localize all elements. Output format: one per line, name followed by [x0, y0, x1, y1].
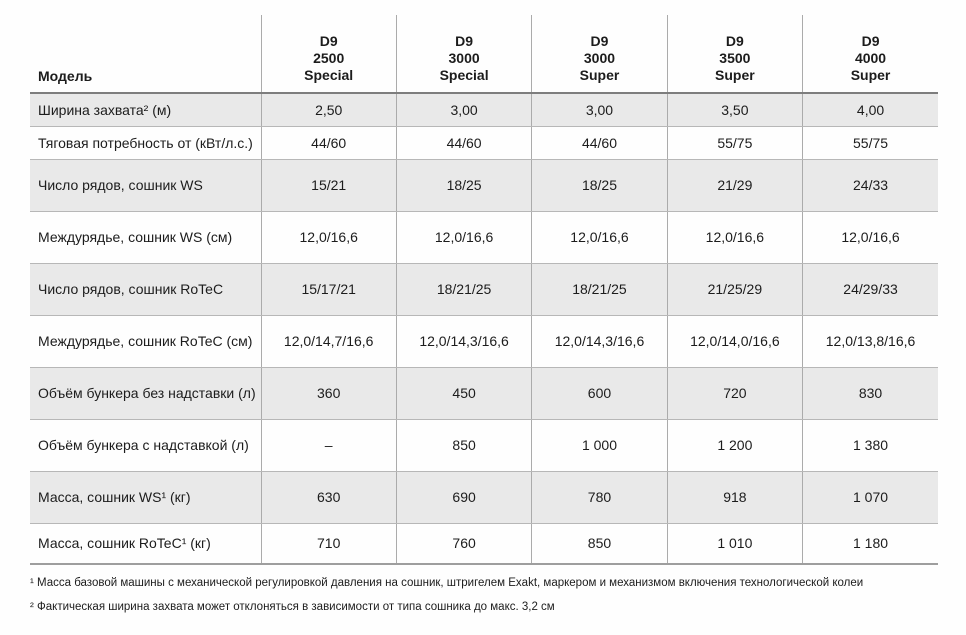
cell-value: 4,00 [802, 93, 938, 127]
table-body: Ширина захвата² (м) 2,50 3,00 3,00 3,50 4,00… [30, 93, 938, 565]
table-row: Объём бункера без надставки (л) 360 450 60… [30, 367, 938, 420]
spec-table: Модель D9 2500 Special D9 3000 Special D9 … [30, 15, 938, 565]
cell-value: 15/17/21 [260, 263, 397, 316]
column-header-model: D9 4000 Super [802, 15, 938, 94]
column-header-model: D9 3500 Super [666, 15, 803, 94]
table-row: Число рядов, сошник RoTeC 15/17/21 18/21/… [30, 263, 938, 316]
column-header-model: D9 3000 Special [395, 15, 532, 94]
cell-value: 1 200 [666, 419, 803, 472]
cell-value: 18/25 [531, 159, 668, 212]
cell-value: 850 [531, 523, 668, 565]
cell-value: 710 [260, 523, 397, 565]
cell-value: 15/21 [260, 159, 397, 212]
cell-value: – [260, 419, 397, 472]
cell-value: 12,0/16,6 [802, 211, 938, 264]
cell-value: 12,0/16,6 [260, 211, 397, 264]
footnote-2: ² Фактическая ширина захвата может откло… [30, 601, 555, 613]
cell-value: 44/60 [260, 126, 397, 160]
table-row: Масса, сошник WS¹ (кг) 630 690 780 918 1 070 [30, 471, 938, 524]
row-label: Объём бункера с надставкой (л) [30, 419, 261, 472]
cell-value: 450 [395, 367, 532, 420]
cell-value: 12,0/16,6 [531, 211, 668, 264]
cell-value: 12,0/13,8/16,6 [802, 315, 938, 368]
table-row: Междурядье, сошник RoTeC (см) 12,0/14,7/… [30, 315, 938, 368]
cell-value: 44/60 [531, 126, 668, 160]
cell-value: 55/75 [802, 126, 938, 160]
row-label: Ширина захвата² (м) [30, 93, 261, 127]
cell-value: 1 380 [802, 419, 938, 472]
cell-value: 850 [395, 419, 532, 472]
row-label: Масса, сошник RoTeC¹ (кг) [30, 523, 261, 565]
cell-value: 760 [395, 523, 532, 565]
column-header-model: D9 3000 Super [531, 15, 668, 94]
row-label: Объём бункера без надставки (л) [30, 367, 261, 420]
cell-value: 12,0/14,7/16,6 [260, 315, 397, 368]
table-row: Объём бункера с надставкой (л) –850 1 000… [30, 419, 938, 472]
cell-value: 3,50 [666, 93, 803, 127]
cell-value: 12,0/16,6 [395, 211, 532, 264]
cell-value: 630 [260, 471, 397, 524]
cell-value: 44/60 [395, 126, 532, 160]
row-label: Число рядов, сошник RoTeC [30, 263, 261, 316]
cell-value: 24/29/33 [802, 263, 938, 316]
cell-value: 18/21/25 [395, 263, 532, 316]
cell-value: 600 [531, 367, 668, 420]
cell-value: 918 [666, 471, 803, 524]
row-label: Междурядье, сошник RoTeC (см) [30, 315, 261, 368]
row-label: Тяговая потребность от (кВт/л.с.) [30, 126, 261, 160]
header-row: Модель D9 2500 Special D9 3000 Special D9 … [30, 15, 938, 94]
footnotes: ¹ Масса базовой машины с механической ре… [30, 571, 863, 619]
cell-value: 18/21/25 [531, 263, 668, 316]
footnote-1: ¹ Масса базовой машины с механической ре… [30, 577, 864, 589]
table-row: Масса, сошник RoTeC¹ (кг) 710 760 850 1 010… [30, 523, 938, 565]
table-row: Число рядов, сошник WS 15/21 18/25 18/25 21… [30, 159, 938, 212]
cell-value: 690 [395, 471, 532, 524]
cell-value: 1 010 [666, 523, 803, 565]
table-row: Ширина захвата² (м) 2,50 3,00 3,00 3,50 4,00 [30, 93, 938, 127]
cell-value: 24/33 [802, 159, 938, 212]
cell-value: 3,00 [395, 93, 532, 127]
row-label: Число рядов, сошник WS [30, 159, 261, 212]
table-row: Тяговая потребность от (кВт/л.с.) 44/60 4… [30, 126, 938, 160]
cell-value: 1 180 [802, 523, 938, 565]
cell-value: 18/25 [395, 159, 532, 212]
cell-value: 830 [802, 367, 938, 420]
header-model-label: Модель [30, 15, 261, 94]
cell-value: 12,0/16,6 [666, 211, 803, 264]
cell-value: 1 000 [531, 419, 668, 472]
cell-value: 12,0/14,0/16,6 [666, 315, 803, 368]
cell-value: 360 [260, 367, 397, 420]
row-label: Масса, сошник WS¹ (кг) [30, 471, 261, 524]
column-header-model: D9 2500 Special [260, 15, 397, 94]
cell-value: 1 070 [802, 471, 938, 524]
cell-value: 12,0/14,3/16,6 [395, 315, 532, 368]
row-label: Междурядье, сошник WS (см) [30, 211, 261, 264]
cell-value: 720 [666, 367, 803, 420]
cell-value: 21/25/29 [666, 263, 803, 316]
cell-value: 3,00 [531, 93, 668, 127]
cell-value: 2,50 [260, 93, 397, 127]
cell-value: 780 [531, 471, 668, 524]
cell-value: 12,0/14,3/16,6 [531, 315, 668, 368]
cell-value: 21/29 [666, 159, 803, 212]
table-row: Междурядье, сошник WS (см) 12,0/16,6 12,0… [30, 211, 938, 264]
cell-value: 55/75 [666, 126, 803, 160]
